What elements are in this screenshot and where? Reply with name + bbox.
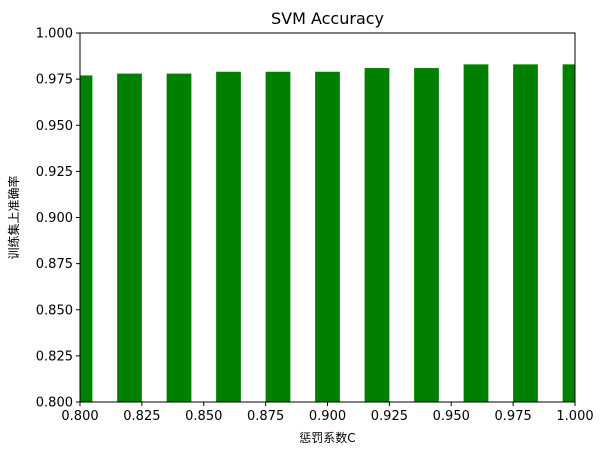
x-tick-label: 0.850 [185,409,222,424]
x-axis-label: 惩罚系数C [299,430,355,445]
plot-area [79,32,576,403]
x-axis-ticks: 0.800 0.825 0.850 0.875 0.900 0.925 0.950 0.975… [61,402,594,424]
x-tick-label: 0.900 [309,409,346,424]
y-tick-label: 0.850 [36,303,73,318]
bar [166,73,192,402]
bars-group [80,64,575,402]
bar [513,64,538,402]
y-axis-ticks: 0.800 0.825 0.850 0.875 0.900 0.925 0.950 0.975… [36,27,80,411]
x-tick-label: 0.825 [123,409,160,424]
x-tick-label: 1.000 [556,409,593,424]
x-tick-label: 0.950 [433,409,470,424]
bar [265,71,291,402]
y-tick-label: 0.975 [36,73,73,88]
y-tick-label: 0.950 [36,119,73,134]
y-tick-label: 0.925 [36,165,73,180]
y-tick-label: 0.825 [36,349,73,364]
x-tick-label: 0.800 [61,409,98,424]
x-tick-label: 0.875 [247,409,284,424]
bar [463,64,489,402]
y-axis-label: 训练集上准确率 [6,175,21,259]
chart-title: SVM Accuracy [271,9,384,28]
x-tick-label: 0.975 [495,409,532,424]
bar [80,75,93,402]
bar [315,71,340,402]
x-tick-label: 0.925 [371,409,408,424]
y-tick-label: 0.875 [36,257,73,272]
bar [364,68,390,402]
bar [414,68,439,402]
y-tick-label: 0.900 [36,211,73,226]
bar [216,71,241,402]
bar [117,73,142,402]
bar [562,64,575,402]
y-tick-label: 1.000 [36,27,73,42]
y-tick-label: 0.800 [36,396,73,411]
